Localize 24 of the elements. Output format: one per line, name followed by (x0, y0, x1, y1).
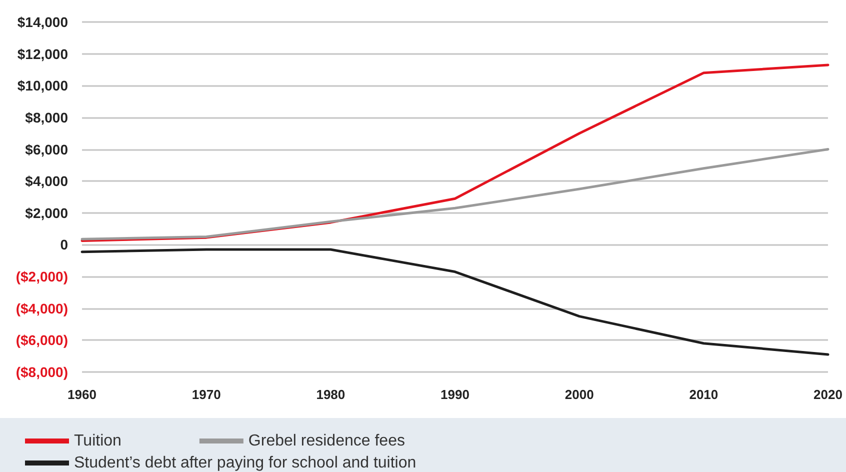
y-tick-label: 0 (60, 236, 68, 253)
y-tick-label: $12,000 (17, 46, 68, 62)
y-tick-label: $14,000 (17, 14, 68, 30)
x-tick-label: 1970 (192, 387, 221, 402)
x-tick-label: 1960 (68, 387, 96, 402)
legend-label: Tuition (74, 432, 122, 450)
line-series (80, 148, 830, 240)
x-tick-label: 2010 (689, 387, 718, 402)
x-tick-label: 2000 (564, 387, 594, 402)
y-tick-label: $6,000 (25, 141, 68, 158)
y-tick-label: ($2,000) (16, 268, 68, 285)
y-tick-label: $4,000 (25, 173, 68, 190)
x-tick-label: 2020 (814, 387, 842, 402)
legend-label: Student’s debt after paying for school and tuition (74, 454, 416, 472)
y-tick-label: ($4,000) (16, 300, 68, 316)
y-tick-label: $10,000 (17, 78, 68, 94)
legend-label: Grebel residence fees (248, 432, 405, 450)
line-series (80, 248, 830, 356)
y-tick-label: $8,000 (25, 109, 68, 126)
y-tick-label: ($8,000) (16, 364, 68, 380)
x-tick-label: 1980 (316, 387, 346, 402)
y-tick-label: $2,000 (25, 204, 68, 221)
y-tick-label: ($6,000) (16, 332, 68, 348)
x-tick-label: 1990 (440, 387, 470, 402)
